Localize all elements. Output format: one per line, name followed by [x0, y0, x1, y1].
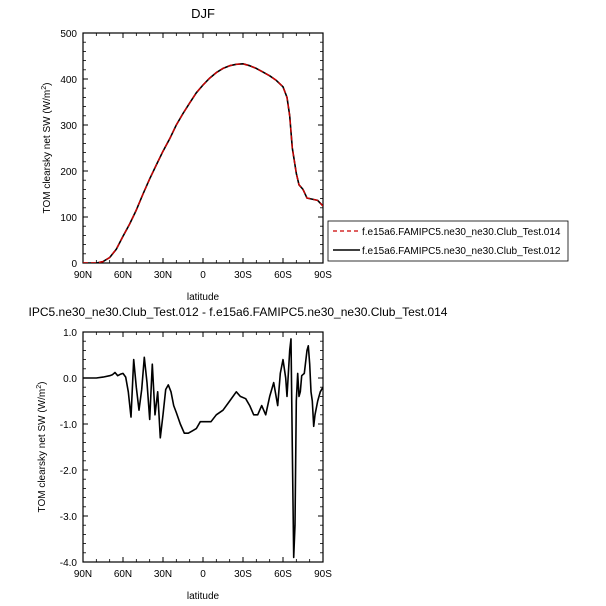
bottom-panel: IPC5.ne30_ne30.Club_Test.012 - f.e15a6.F… [29, 305, 448, 602]
top-x-axis-label: latitude [187, 292, 220, 303]
top-series-lines [83, 63, 323, 263]
x-tick-label: 90S [314, 569, 332, 580]
top-y-axis-label-sup: 2 [41, 86, 48, 90]
legend-frame [327, 220, 569, 262]
bottom-series-lines [83, 338, 323, 559]
y-tick-label: -2.0 [60, 466, 78, 477]
y-tick-label: 1.0 [63, 328, 77, 339]
series-line-2 [83, 63, 323, 263]
y-tick-label: -1.0 [60, 420, 78, 431]
bottom-y-axis-label-text: TOM clearsky net SW (W/m [37, 389, 48, 513]
y-tick-label: 0 [71, 259, 77, 270]
y-tick-label: 500 [60, 29, 77, 40]
legend-label-series-2: f.e15a6.FAMIPC5.ne30_ne30.Club_Test.012 [362, 246, 561, 257]
bottom-y-axis-label-end: ) [37, 382, 48, 385]
x-tick-label: 0 [200, 270, 206, 281]
x-tick-label: 0 [200, 569, 206, 580]
y-tick-label: -3.0 [60, 512, 78, 523]
legend: f.e15a6.FAMIPC5.ne30_ne30.Club_Test.014 … [327, 220, 569, 262]
y-tick-label: 300 [60, 121, 77, 132]
bottom-x-axis-label: latitude [187, 591, 220, 602]
x-tick-label: 60N [114, 569, 132, 580]
top-chart-title: DJF [191, 6, 215, 21]
bottom-x-ticks: 90N 60N 30N 0 30S 60S 90S [74, 332, 332, 580]
x-tick-label: 60S [274, 569, 292, 580]
top-y-axis-label-text: TOM clearsky net SW (W/m [42, 90, 53, 214]
x-tick-label: 90S [314, 270, 332, 281]
bottom-chart-title: IPC5.ne30_ne30.Club_Test.012 - f.e15a6.F… [29, 305, 448, 319]
top-plot-frame [82, 32, 324, 264]
series-line-1 [83, 338, 323, 559]
bottom-y-ticks: 1.0 0.0 -1.0 -2.0 -3.0 -4.0 [60, 328, 323, 569]
y-tick-label: -4.0 [60, 558, 78, 569]
series-line-1 [83, 63, 323, 263]
x-tick-label: 60S [274, 270, 292, 281]
top-y-axis-label: TOM clearsky net SW (W/m2) [41, 83, 53, 214]
x-tick-label: 30N [154, 569, 172, 580]
top-y-ticks: 0 100 200 300 400 500 [60, 29, 323, 270]
x-tick-label: 60N [114, 270, 132, 281]
bottom-y-axis-label-sup: 2 [36, 385, 43, 389]
y-tick-label: 100 [60, 213, 77, 224]
x-tick-label: 90N [74, 569, 92, 580]
top-panel: DJF 0 100 200 300 400 500 90N 60N 30N 0 30S 60S 90S… [41, 6, 569, 303]
x-tick-label: 30S [234, 569, 252, 580]
legend-label-series-1: f.e15a6.FAMIPC5.ne30_ne30.Club_Test.014 [362, 227, 561, 238]
top-x-ticks: 90N 60N 30N 0 30S 60S 90S [74, 33, 332, 281]
y-tick-label: 0.0 [63, 374, 77, 385]
y-tick-label: 200 [60, 167, 77, 178]
x-tick-label: 30N [154, 270, 172, 281]
x-tick-label: 90N [74, 270, 92, 281]
top-y-axis-label-end: ) [42, 83, 53, 86]
x-tick-label: 30S [234, 270, 252, 281]
bottom-y-axis-label: TOM clearsky net SW (W/m2) [36, 382, 48, 513]
y-tick-label: 400 [60, 75, 77, 86]
bottom-plot-frame [82, 331, 324, 563]
